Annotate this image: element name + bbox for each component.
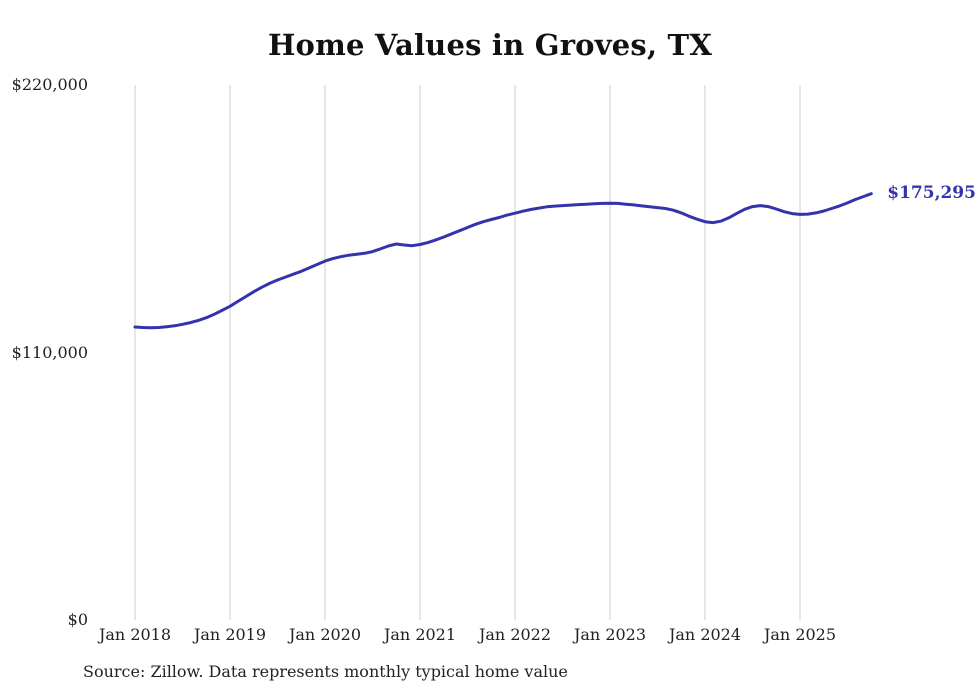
gridlines xyxy=(134,85,801,620)
source-note: Source: Zillow. Data represents monthly … xyxy=(83,662,568,681)
x-tick-label: Jan 2018 xyxy=(98,625,172,644)
x-tick-label: Jan 2025 xyxy=(763,625,837,644)
latest-value-label: $175,295 xyxy=(887,182,976,203)
chart-title: Home Values in Groves, TX xyxy=(267,28,713,62)
x-tick-label: Jan 2023 xyxy=(573,625,647,644)
y-tick-label: $0 xyxy=(67,610,88,629)
x-tick-label: Jan 2019 xyxy=(193,625,267,644)
x-tick-label: Jan 2024 xyxy=(668,625,742,644)
y-tick-label: $220,000 xyxy=(11,75,88,94)
x-tick-label: Jan 2021 xyxy=(383,625,457,644)
x-tick-label: Jan 2020 xyxy=(288,625,362,644)
x-tick-label: Jan 2022 xyxy=(478,625,552,644)
y-tick-label: $110,000 xyxy=(11,342,88,362)
home-value-line xyxy=(133,192,873,330)
